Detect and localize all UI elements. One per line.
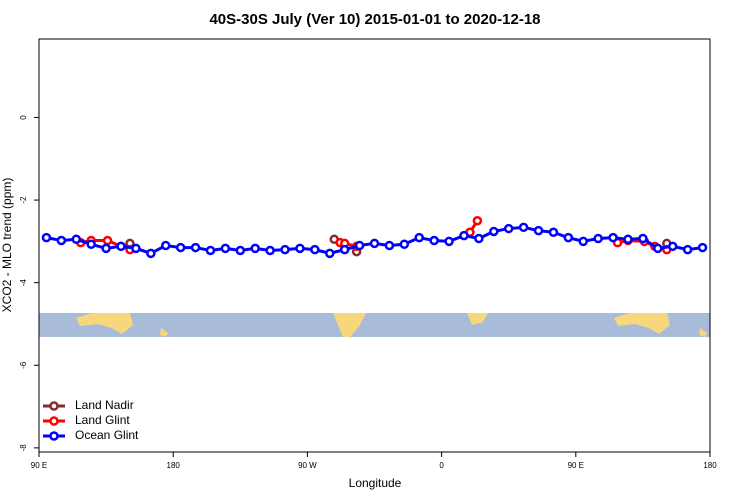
x-tick-label: 180 [167, 461, 181, 470]
point [429, 235, 439, 246]
point [638, 233, 648, 244]
point [444, 236, 454, 247]
legend-label: Ocean Glint [75, 428, 139, 442]
land [76, 313, 133, 334]
x-tick-label: 180 [703, 461, 717, 470]
legend-label: Land Glint [75, 413, 130, 427]
point [146, 248, 156, 259]
point [205, 245, 216, 256]
point [86, 239, 96, 250]
plot-frame [38, 38, 711, 453]
point [697, 242, 708, 253]
point [235, 245, 246, 256]
point [623, 234, 633, 245]
point [593, 233, 603, 244]
point [354, 240, 365, 251]
point [503, 223, 514, 234]
x-tick-label: 90 E [568, 461, 584, 470]
y-tick-label: -6 [19, 361, 28, 369]
point [548, 227, 559, 238]
point [325, 248, 335, 259]
point [459, 230, 469, 241]
point [131, 243, 141, 254]
land [699, 328, 707, 337]
point [280, 244, 290, 255]
land [160, 328, 168, 337]
y-tick-label: -4 [19, 279, 28, 287]
point [175, 242, 186, 253]
point [653, 243, 663, 254]
x-tick-label: 90 W [298, 461, 317, 470]
x-tick-label: 0 [439, 461, 444, 470]
point [384, 240, 395, 251]
point [310, 244, 320, 255]
point [533, 225, 544, 236]
point [295, 243, 305, 254]
point [489, 226, 499, 237]
point [682, 244, 693, 255]
point [101, 243, 111, 254]
y-tick-label: -8 [19, 444, 28, 452]
point [102, 235, 113, 246]
point [190, 242, 201, 253]
point [116, 241, 126, 252]
point [369, 238, 380, 249]
legend-marker [49, 416, 59, 426]
point [578, 236, 589, 247]
land [333, 313, 366, 337]
point [414, 232, 424, 243]
land [614, 313, 670, 334]
point [56, 235, 67, 246]
point [399, 239, 410, 250]
point [339, 244, 350, 255]
point [608, 232, 618, 243]
point [265, 245, 275, 256]
legend-marker [49, 401, 59, 411]
legend-marker [49, 431, 59, 441]
x-axis-label: Longitude [349, 476, 402, 490]
point [667, 241, 678, 252]
legend-label: Land Nadir [75, 398, 134, 412]
ocean [39, 313, 710, 337]
point [160, 240, 171, 251]
chart-title: 40S-30S July (Ver 10) 2015-01-01 to 2020… [209, 11, 540, 28]
point [518, 222, 529, 233]
map-strip [39, 313, 710, 337]
point [71, 234, 82, 245]
x-tick-label: 90 E [31, 461, 47, 470]
point [474, 233, 484, 244]
point [472, 215, 483, 226]
point [41, 232, 52, 243]
point [250, 243, 260, 254]
y-tick-label: 0 [19, 115, 28, 120]
y-axis-label: XCO2 - MLO trend (ppm) [0, 178, 14, 313]
point [563, 232, 574, 243]
land [467, 313, 488, 325]
y-tick-label: -2 [19, 196, 28, 204]
point [220, 243, 231, 254]
